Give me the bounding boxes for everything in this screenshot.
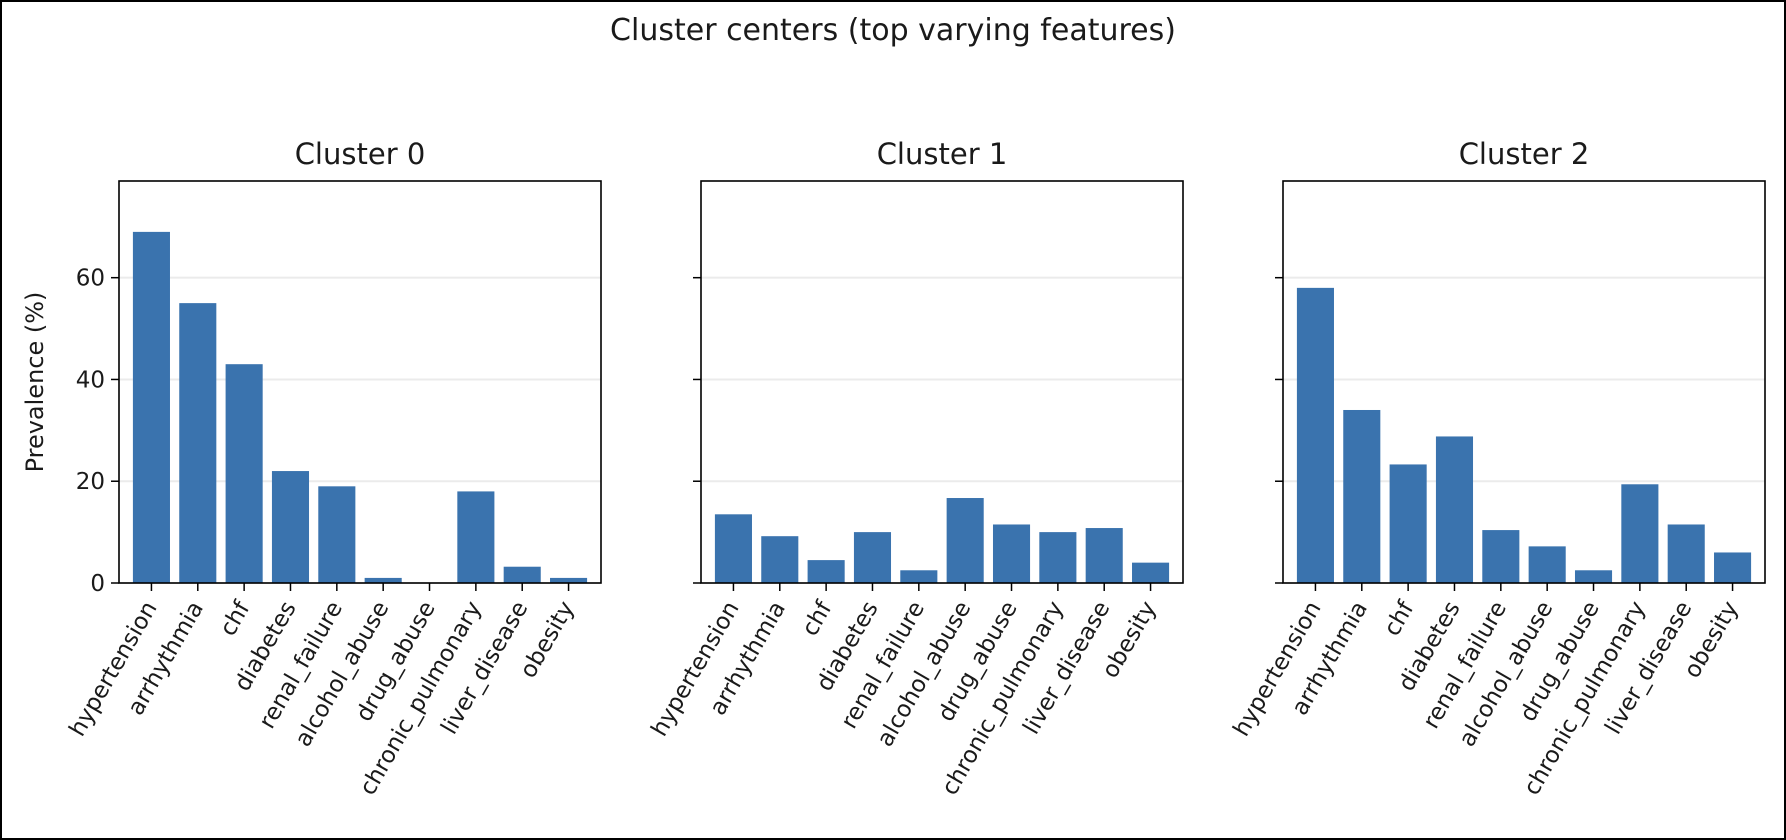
axes-frame	[118, 180, 602, 584]
bar-diabetes	[1435, 436, 1474, 583]
y-tick-label: 60	[76, 266, 105, 292]
bar-liver_disease	[1667, 524, 1705, 583]
bar-alcohol_abuse	[946, 498, 984, 583]
bar-arrhythmia	[761, 536, 799, 583]
bar-drug_abuse	[992, 524, 1031, 583]
panel-title: Cluster 2	[1459, 137, 1590, 171]
axes-frame	[700, 180, 1184, 584]
bar-drug_abuse	[1574, 570, 1613, 583]
bar-obesity	[1132, 562, 1170, 583]
bar-chronic_pulmonary	[1039, 532, 1077, 583]
bar-liver_disease	[503, 566, 541, 583]
bar-arrhythmia	[1343, 409, 1381, 583]
bar-chronic_pulmonary	[457, 491, 495, 583]
bar-arrhythmia	[179, 303, 217, 583]
bar-diabetes	[271, 471, 310, 583]
figure-suptitle: Cluster centers (top varying features)	[610, 13, 1176, 48]
bar-chf	[807, 560, 845, 583]
bar-chronic_pulmonary	[1621, 484, 1659, 583]
y-tick-label: 0	[90, 571, 105, 597]
bar-renal_failure	[900, 570, 938, 583]
bar-obesity	[550, 577, 588, 583]
panel-title: Cluster 0	[295, 137, 426, 171]
bar-hypertension	[714, 514, 752, 583]
panel-title: Cluster 1	[877, 137, 1008, 171]
axes-frame	[1282, 180, 1766, 584]
bar-chf	[225, 364, 263, 583]
bar-hypertension	[132, 231, 170, 583]
bar-diabetes	[853, 532, 892, 583]
bar-liver_disease	[1085, 528, 1123, 583]
bar-alcohol_abuse	[1528, 546, 1566, 583]
bar-alcohol_abuse	[364, 577, 402, 583]
y-axis-label: Prevalence (%)	[21, 292, 49, 473]
y-tick-label: 40	[76, 367, 105, 393]
bar-renal_failure	[1482, 530, 1520, 583]
y-tick-label: 20	[76, 469, 105, 495]
bar-chf	[1389, 464, 1427, 583]
bar-hypertension	[1296, 287, 1334, 583]
bar-obesity	[1714, 552, 1752, 583]
bar-renal_failure	[318, 486, 356, 583]
